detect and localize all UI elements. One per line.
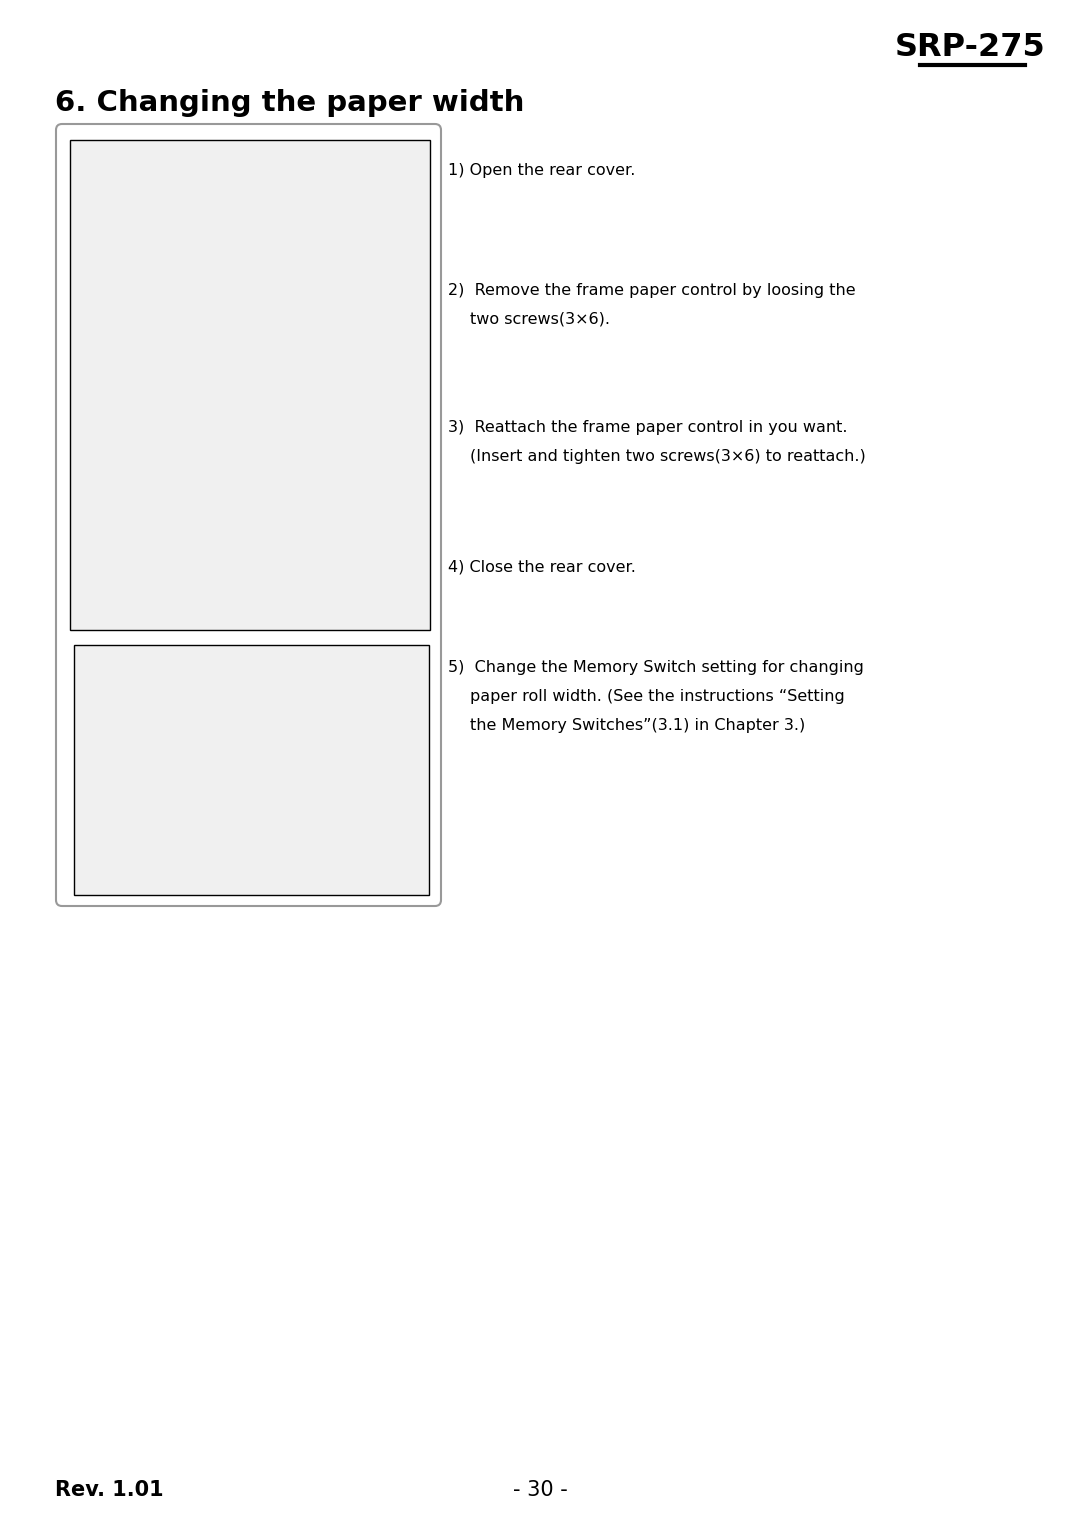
Text: - 30 -: - 30 - (513, 1480, 567, 1500)
Text: 2)  Remove the frame paper control by loosing the: 2) Remove the frame paper control by loo… (448, 282, 855, 298)
Text: 3)  Reattach the frame paper control in you want.: 3) Reattach the frame paper control in y… (448, 420, 848, 435)
Text: paper roll width. (See the instructions “Setting: paper roll width. (See the instructions … (470, 689, 845, 704)
Text: two screws(3×6).: two screws(3×6). (470, 312, 610, 327)
Text: the Memory Switches”(3.1) in Chapter 3.): the Memory Switches”(3.1) in Chapter 3.) (470, 718, 806, 733)
Text: (Insert and tighten two screws(3×6) to reattach.): (Insert and tighten two screws(3×6) to r… (470, 449, 866, 464)
Text: 6. Changing the paper width: 6. Changing the paper width (55, 89, 525, 118)
Bar (75, 644, 429, 895)
Text: 4) Close the rear cover.: 4) Close the rear cover. (448, 560, 636, 576)
Text: 1) Open the rear cover.: 1) Open the rear cover. (448, 163, 635, 179)
Bar (70, 140, 430, 631)
Text: SRP-275: SRP-275 (894, 32, 1045, 63)
Text: 5)  Change the Memory Switch setting for changing: 5) Change the Memory Switch setting for … (448, 660, 864, 675)
Text: Rev. 1.01: Rev. 1.01 (55, 1480, 164, 1500)
FancyBboxPatch shape (56, 124, 441, 906)
